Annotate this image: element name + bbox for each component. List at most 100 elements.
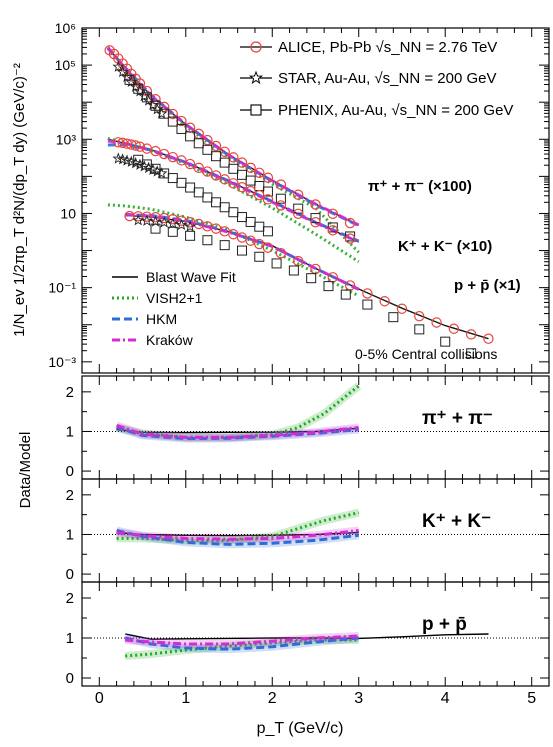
marker-circle xyxy=(254,238,265,250)
marker-square xyxy=(159,108,170,119)
model-legend-label: VISH2+1 xyxy=(146,290,203,306)
marker-circle xyxy=(245,235,256,246)
marker-star xyxy=(155,167,168,179)
marker-star xyxy=(129,80,142,92)
marker-star xyxy=(116,65,129,78)
ratio-curve xyxy=(124,636,359,651)
marker-star xyxy=(175,218,188,231)
ratio-curve xyxy=(125,634,359,646)
marker-star xyxy=(155,107,168,119)
marker-star xyxy=(112,60,125,72)
marker-square xyxy=(310,213,321,224)
marker-square xyxy=(219,240,230,251)
marker-square xyxy=(150,100,161,111)
y-tick-label: 10⁻³ xyxy=(48,354,76,370)
marker-square xyxy=(176,177,187,188)
ratio-curve xyxy=(116,424,359,439)
marker-square xyxy=(193,138,204,149)
marker-circle xyxy=(202,166,213,177)
ratio-curves xyxy=(124,632,489,660)
marker-circle xyxy=(134,141,146,152)
legend-marker xyxy=(250,41,262,53)
model-curve-proton xyxy=(125,212,360,291)
y-tick-label: 2 xyxy=(66,590,74,607)
annotation-pion: π⁺ + π⁻ (×100) xyxy=(368,178,472,195)
model-curve-proton xyxy=(107,203,360,298)
x-tick-label: 4 xyxy=(441,690,450,707)
marker-square xyxy=(275,193,286,204)
model-legend-label: Kraków xyxy=(146,332,194,348)
marker-square xyxy=(288,265,299,276)
marker-square xyxy=(245,216,256,227)
y-tick-label: 0 xyxy=(66,670,74,687)
marker-circle xyxy=(262,194,274,205)
axis-labels: 0 1 2 3 4 5 p_T (GeV/c) 1/N_ev 1/2πp_T d²N/(dp_… xyxy=(11,63,536,737)
ratio-panel-label: π⁺ + π⁻ xyxy=(422,408,493,429)
model-curve-kaon xyxy=(107,139,360,244)
legend-marker xyxy=(248,70,264,85)
marker-circle xyxy=(293,189,304,200)
x-tick-label: 2 xyxy=(268,690,277,707)
spectra-panel: 10⁶ 10⁵ 10³ 10 10⁻¹ 10⁻³ xyxy=(48,20,550,374)
model-curve-pion xyxy=(106,47,360,227)
x-tick-label: 0 xyxy=(95,690,104,707)
marker-star xyxy=(132,214,145,226)
marker-circle xyxy=(327,208,338,219)
marker-square xyxy=(185,230,196,241)
marker-square xyxy=(414,324,425,335)
marker-circle xyxy=(245,162,256,174)
x-tick-label: 1 xyxy=(181,690,190,707)
main-frame xyxy=(81,27,550,374)
model-curve-kaon xyxy=(107,137,360,263)
y-tick-label: 2 xyxy=(66,384,74,401)
y-tick-label: 1 xyxy=(66,423,74,440)
marker-circle xyxy=(431,317,442,328)
marker-circle xyxy=(245,185,256,197)
marker-square xyxy=(236,245,247,256)
ratio-frame xyxy=(81,581,550,687)
marker-circle xyxy=(483,333,494,344)
marker-square xyxy=(271,258,282,269)
marker-circle xyxy=(254,167,265,178)
ratio-curve xyxy=(116,511,360,542)
marker-square xyxy=(150,223,161,234)
marker-circle xyxy=(293,208,304,219)
ratio-panel-label: p + p̄ xyxy=(422,614,467,635)
marker-square xyxy=(466,348,477,359)
marker-square xyxy=(185,131,196,142)
marker-star xyxy=(151,103,164,115)
ratio-curve xyxy=(125,638,359,658)
marker-circle xyxy=(379,296,390,307)
marker-circle xyxy=(327,225,338,236)
marker-square xyxy=(306,273,317,284)
marker-square xyxy=(202,192,213,203)
marker-square xyxy=(176,123,187,134)
y-tick-label: 1 xyxy=(66,526,74,543)
marker-circle xyxy=(228,178,239,189)
marker-star xyxy=(166,217,179,229)
marker-square xyxy=(167,226,178,237)
marker-star xyxy=(142,94,155,106)
y-tick-label: 10⁵ xyxy=(55,57,76,73)
marker-circle xyxy=(228,152,239,163)
y-tick-label: 1 xyxy=(66,630,74,647)
legend-label: STAR, Au-Au, √s_NN = 200 GeV xyxy=(278,70,496,87)
marker-square xyxy=(211,151,222,162)
marker-square xyxy=(362,299,373,310)
model-legend-label: Blast Wave Fit xyxy=(146,269,236,285)
marker-square xyxy=(228,163,239,174)
marker-square xyxy=(141,92,152,103)
marker-star xyxy=(146,98,159,111)
marker-circle xyxy=(344,233,356,244)
marker-square xyxy=(167,116,178,127)
marker-square xyxy=(211,197,222,208)
marker-circle xyxy=(275,200,287,211)
legend-label: ALICE, Pb-Pb √s_NN = 2.76 TeV xyxy=(278,39,497,56)
marker-square xyxy=(254,221,265,232)
marker-circle xyxy=(275,247,287,259)
ratio-panels: 0 1 2 π⁺ + π⁻ 0 1 2 K⁺ + K⁻ 0 1 2 p + p̄ xyxy=(66,375,550,687)
data-markers xyxy=(104,45,494,359)
y-axis-label: 1/N_ev 1/2πp_T d²N/(dp_T dy) (GeV/c)⁻² xyxy=(11,63,28,337)
marker-square xyxy=(219,202,230,213)
